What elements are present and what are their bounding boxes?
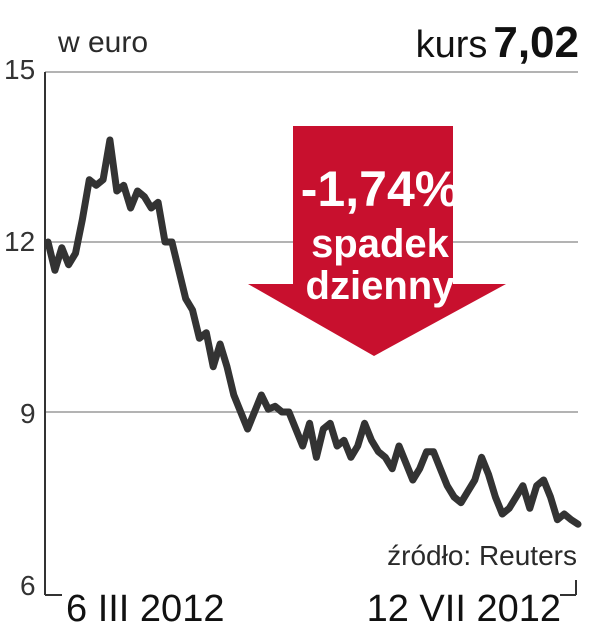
source-note: źródło: Reuters <box>387 540 577 571</box>
y-tick-label: 15 <box>4 54 36 85</box>
series-group <box>44 136 582 528</box>
price-series-line <box>44 136 582 528</box>
kurs-label: kurs <box>415 24 488 66</box>
y-tick-label: 12 <box>4 226 36 257</box>
y-tick-label: 6 <box>20 570 36 601</box>
daily-change-percent: -1,74% <box>300 161 460 217</box>
unit-label: w euro <box>58 26 149 59</box>
kurs-readout: kurs 7,02 <box>416 18 579 68</box>
down-arrow-badge <box>248 126 506 356</box>
axes <box>44 72 577 596</box>
y-tick-label: 9 <box>20 398 36 429</box>
badge-line-1: spadek <box>311 222 449 266</box>
kurs-value: 7,02 <box>493 18 579 67</box>
badge-line-2: dzienny <box>305 264 455 308</box>
x-tick-label-start: 6 III 2012 <box>66 588 225 630</box>
x-tick-label-end: 12 VII 2012 <box>366 588 561 630</box>
